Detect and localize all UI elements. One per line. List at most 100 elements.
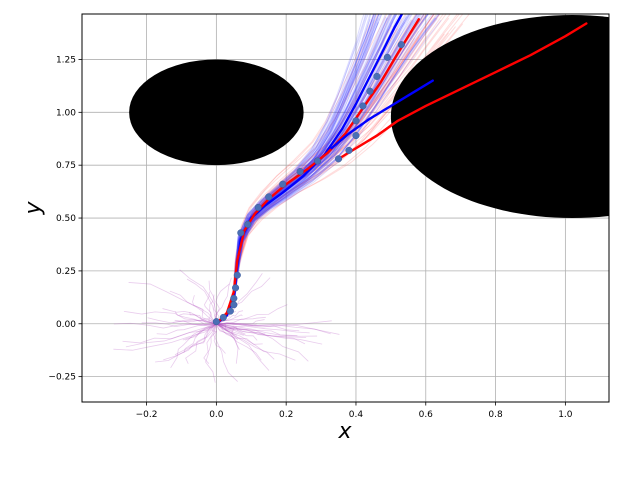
plot-frame xyxy=(81,13,610,403)
x-tick-label: 0.2 xyxy=(279,410,293,420)
sample-trajectory-purple xyxy=(216,323,306,345)
sample-trajectory-purple xyxy=(179,313,217,325)
observed-point xyxy=(352,132,360,140)
sample-trajectory-purple xyxy=(203,323,217,364)
sample-trajectory-purple xyxy=(156,323,217,335)
sample-trajectory-purple xyxy=(216,323,318,337)
observed-point xyxy=(237,229,245,237)
sample-trajectory-purple xyxy=(174,323,217,356)
sample-trajectory-purple xyxy=(216,323,300,332)
sample-trajectory-purple xyxy=(163,323,217,361)
sample-trajectory-purple xyxy=(174,311,217,326)
x-tick-label: 0.0 xyxy=(209,410,224,420)
y-tick-label: −0.25 xyxy=(48,373,76,383)
sample-trajectory-purple xyxy=(216,323,244,336)
grid-lines xyxy=(82,14,609,402)
observed-point xyxy=(366,87,374,95)
sample-trajectory-purple xyxy=(174,319,217,325)
sample-trajectory-purple xyxy=(215,323,240,350)
observed-point xyxy=(279,180,287,188)
observed-point xyxy=(345,146,353,154)
sample-trajectory-purple xyxy=(186,278,217,324)
sample-trajectory-purple xyxy=(216,323,239,364)
sample-trajectory-purple xyxy=(189,311,217,325)
sample-trajectory-purple xyxy=(216,323,298,337)
sample-trajectory-purple xyxy=(216,323,340,335)
y-tick-label: 0.75 xyxy=(56,161,76,171)
sample-trajectory-purple xyxy=(125,323,217,348)
sample-trajectory-purple xyxy=(209,294,217,325)
mean-trajectory-line xyxy=(337,22,588,161)
sample-trajectory-purple xyxy=(185,323,217,364)
observed-point xyxy=(352,117,360,125)
sample-trajectory-purple xyxy=(216,323,246,335)
x-axis-ticks: −0.2 0.0 0.2 0.4 0.6 0.8 1.0 xyxy=(136,402,573,420)
x-tick-label: 0.6 xyxy=(419,410,434,420)
sample-trajectory-purple xyxy=(216,323,258,341)
sample-trajectory-purple xyxy=(123,310,217,325)
sample-trajectory-purple xyxy=(216,316,266,325)
sample-trajectory-red xyxy=(215,14,376,325)
sample-trajectory-purple xyxy=(216,322,258,327)
sample-trajectory-purple xyxy=(113,322,217,329)
sample-trajectory-purple xyxy=(216,323,307,338)
sample-trajectory-purple xyxy=(183,323,217,353)
mean-trajectory-line xyxy=(330,79,434,150)
observed-point xyxy=(212,318,220,326)
observed-point xyxy=(373,72,381,80)
obstacle-ellipse xyxy=(129,59,304,166)
sample-trajectory-purple xyxy=(169,290,217,325)
sample-trajectory-purple xyxy=(192,295,217,325)
sample-trajectory-purple xyxy=(216,323,323,345)
sample-trajectory-purple xyxy=(213,323,238,382)
x-tick-label: 1.0 xyxy=(558,410,573,420)
y-tick-label: 0.50 xyxy=(56,214,76,224)
sample-trajectory-purple xyxy=(216,323,239,341)
observed-point xyxy=(296,167,304,176)
sample-trajectory-purple xyxy=(216,323,263,345)
sample-trajectory-purple xyxy=(208,280,220,324)
observed-point xyxy=(226,307,234,315)
observed-point xyxy=(265,193,273,201)
sample-trajectory-purple xyxy=(214,277,232,324)
observed-point xyxy=(232,284,240,292)
sample-trajectory-purple xyxy=(182,323,217,341)
x-tick-label: 0.4 xyxy=(349,410,364,420)
sample-trajectory-purple xyxy=(216,322,331,335)
y-axis-label: y xyxy=(21,201,46,216)
sample-trajectory-purple xyxy=(147,317,217,327)
sample-trajectory-purple xyxy=(204,291,217,325)
sample-trajectory-purple xyxy=(179,269,217,324)
sample-trajectory-purple xyxy=(216,273,263,325)
sample-trajectory-purple xyxy=(172,319,217,325)
observed-point xyxy=(334,155,343,163)
x-tick-label: −0.2 xyxy=(136,410,158,420)
observed-point xyxy=(314,157,322,165)
observed-point xyxy=(233,271,241,279)
sample-trajectory-purple xyxy=(216,323,270,371)
sample-trajectory-purple xyxy=(216,304,288,325)
obstacle-ellipse xyxy=(390,15,609,219)
observed-point xyxy=(254,203,262,212)
sample-trajectory-purple xyxy=(216,323,310,334)
sample-trajectory-purple xyxy=(113,323,217,351)
sample-trajectory-purple xyxy=(216,320,332,327)
sample-trajectory-blue xyxy=(216,14,439,325)
sample-trajectory-purple xyxy=(128,282,217,325)
observed-point xyxy=(230,301,238,309)
sample-trajectory-purple xyxy=(162,308,217,325)
sample-trajectory-purple xyxy=(205,323,217,383)
x-tick-label: 0.8 xyxy=(488,410,503,420)
obstacles xyxy=(129,15,609,219)
sample-trajectory-purple xyxy=(155,323,217,363)
sample-trajectory-purple xyxy=(185,323,217,341)
sample-trajectory-purple xyxy=(216,323,275,360)
y-axis-ticks: −0.25 0.00 0.25 0.50 0.75 1.00 1.25 xyxy=(48,55,82,383)
sample-trajectory-blue xyxy=(215,19,442,325)
sample-trajectory-purple xyxy=(122,323,217,344)
observed-point xyxy=(219,313,227,321)
sample-trajectory-purple xyxy=(211,323,226,354)
y-tick-label: 0.25 xyxy=(56,267,76,277)
sample-trajectory-purple xyxy=(216,323,266,335)
